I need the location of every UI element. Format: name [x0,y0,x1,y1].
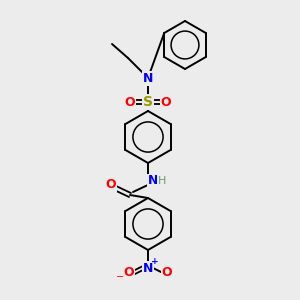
Text: S: S [143,95,153,109]
Text: N: N [143,262,153,275]
Text: O: O [106,178,116,191]
Text: O: O [125,95,135,109]
Text: +: + [151,257,159,266]
Text: H: H [158,176,166,186]
Text: O: O [162,266,172,280]
Text: N: N [143,71,153,85]
Text: O: O [124,266,134,280]
Text: N: N [148,175,158,188]
Text: −: − [116,272,124,282]
Text: O: O [161,95,171,109]
